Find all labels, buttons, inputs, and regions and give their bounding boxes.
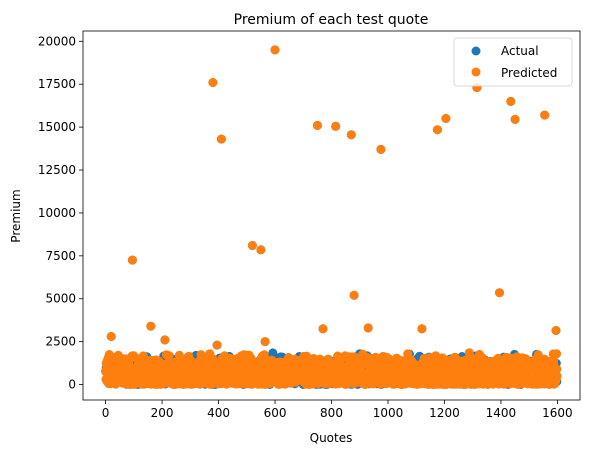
data-point-predicted <box>417 324 427 334</box>
x-tick-label: 200 <box>151 406 174 420</box>
y-tick-label: 0 <box>68 378 76 392</box>
data-point-predicted <box>349 290 359 300</box>
data-point-predicted <box>432 125 442 135</box>
data-point-predicted <box>270 45 280 55</box>
data-point-predicted <box>441 114 451 123</box>
data-point-predicted <box>106 332 116 341</box>
data-point-predicted <box>247 241 257 250</box>
y-tick-label: 12500 <box>38 163 76 177</box>
legend: Actual Predicted <box>453 37 573 87</box>
data-point-predicted <box>346 130 356 140</box>
data-point-predicted <box>495 288 504 298</box>
chart-title: Premium of each test quote <box>234 12 429 28</box>
data-point-predicted <box>552 371 562 381</box>
data-point-predicted <box>552 364 562 374</box>
y-tick-label: 15000 <box>38 120 76 134</box>
data-point-predicted <box>216 134 226 144</box>
legend-box <box>453 37 573 87</box>
data-point-predicted <box>260 337 270 347</box>
data-point-predicted <box>174 350 184 360</box>
y-axis: 0 2500 5000 7500 10000 12500 15000 17500 20000 <box>38 34 83 392</box>
data-point-predicted <box>259 350 269 360</box>
legend-marker-actual <box>471 46 481 56</box>
x-tick-label: 800 <box>320 406 343 420</box>
legend-label-actual: Actual <box>501 44 539 58</box>
legend-label-predicted: Predicted <box>501 66 557 80</box>
x-tick-label: 1000 <box>373 406 404 420</box>
data-point-predicted <box>363 323 373 333</box>
data-point-predicted <box>552 349 562 359</box>
data-point-predicted <box>212 340 222 350</box>
data-point-predicted <box>160 335 170 345</box>
y-tick-label: 17500 <box>38 77 76 91</box>
x-tick-label: 400 <box>207 406 230 420</box>
x-tick-label: 1200 <box>429 406 460 420</box>
data-point-predicted <box>331 121 341 131</box>
y-axis-label: Premium <box>9 189 23 242</box>
x-axis-label: Quotes <box>310 431 353 445</box>
y-tick-label: 10000 <box>38 206 76 220</box>
y-tick-label: 2500 <box>45 335 76 349</box>
data-point-predicted <box>146 321 156 331</box>
data-point-predicted <box>164 351 174 361</box>
y-tick-label: 7500 <box>45 249 76 263</box>
points-layer <box>101 45 562 390</box>
x-axis: 0 200 400 600 800 1000 1200 1400 1600 <box>102 400 573 420</box>
data-point-predicted <box>376 144 386 154</box>
x-tick-label: 1400 <box>486 406 517 420</box>
x-tick-label: 0 <box>102 406 110 420</box>
data-point-predicted <box>127 255 137 265</box>
data-point-predicted <box>510 114 520 124</box>
data-point-predicted <box>506 96 516 106</box>
y-tick-label: 5000 <box>45 292 76 306</box>
data-point-predicted <box>208 78 218 87</box>
data-point-predicted <box>312 120 322 130</box>
y-tick-label: 20000 <box>38 34 76 48</box>
data-point-predicted <box>318 324 328 334</box>
legend-marker-predicted <box>471 67 481 77</box>
data-point-predicted <box>540 110 550 120</box>
x-tick-label: 600 <box>264 406 287 420</box>
data-point-predicted <box>551 326 561 335</box>
data-point-predicted <box>256 245 266 255</box>
x-tick-label: 1600 <box>542 406 573 420</box>
